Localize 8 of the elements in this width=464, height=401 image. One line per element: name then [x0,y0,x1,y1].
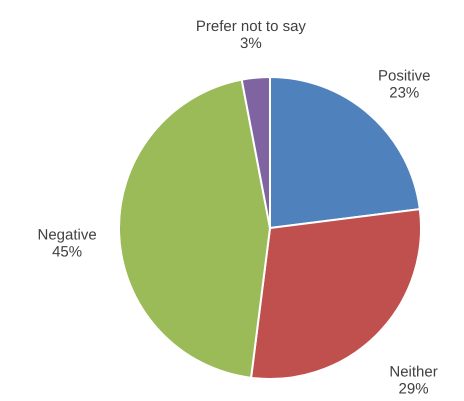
slice-label: Positive [378,68,431,85]
data-label: 45% [52,243,82,260]
data-label: 3% [240,34,262,52]
data-label: 23% [389,84,420,102]
slice-label: Prefer not to say [196,18,306,35]
slice-label: Neither [389,364,438,381]
slice-label: Negative [38,226,97,244]
data-label: 29% [398,380,429,398]
